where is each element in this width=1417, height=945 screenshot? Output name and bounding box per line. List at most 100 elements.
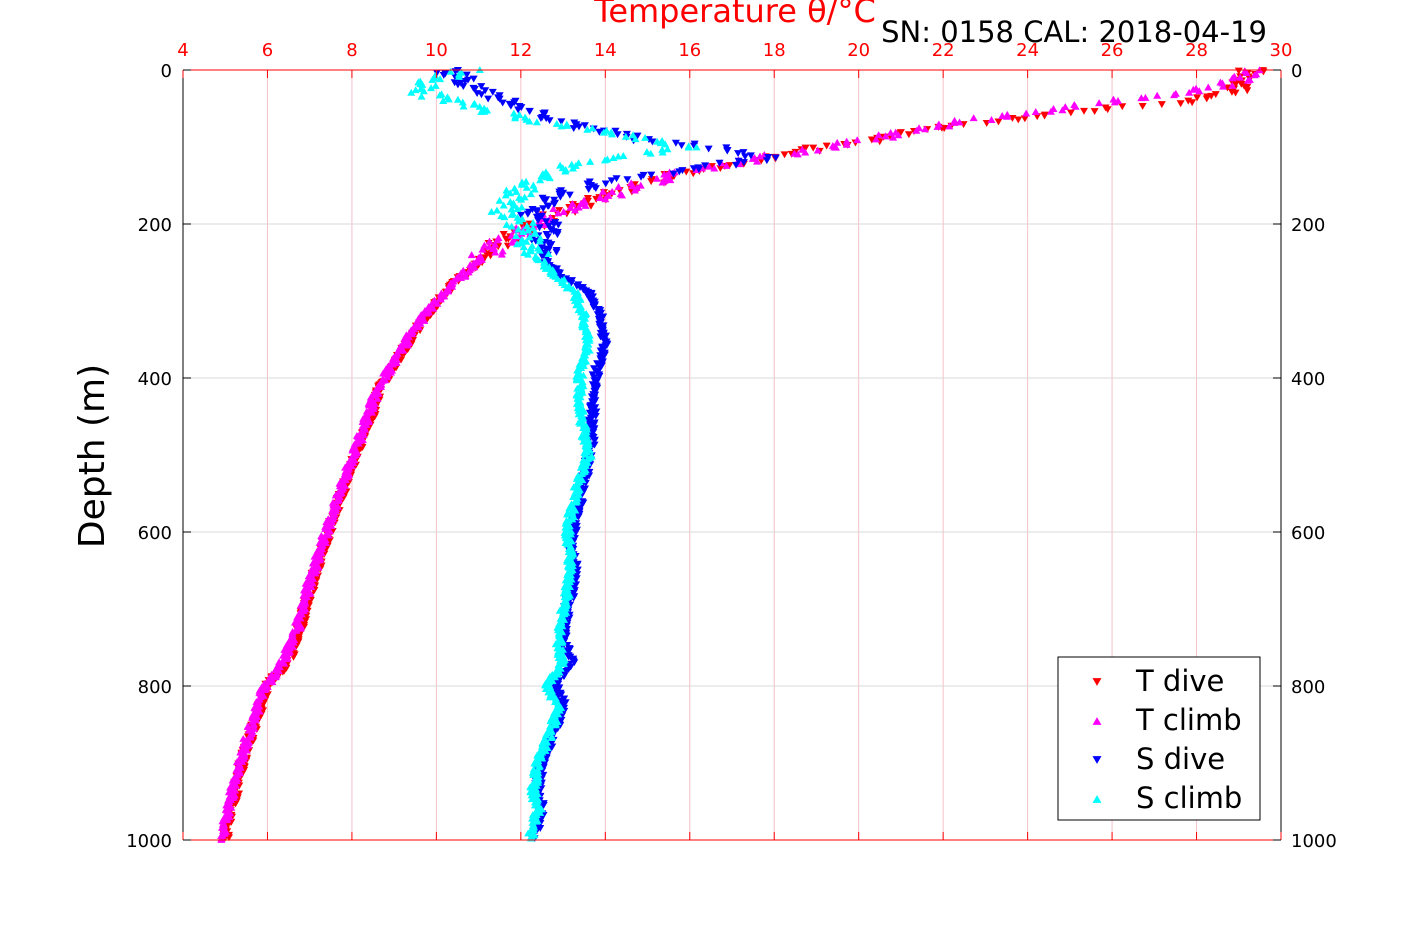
data-point [562,622,571,630]
data-point [595,128,604,136]
data-point [589,365,598,373]
data-point [307,583,316,591]
data-point [545,174,554,182]
data-point [614,183,623,190]
data-point [607,177,616,185]
data-point [536,115,545,123]
legend-label: S climb [1136,781,1242,815]
data-point [512,187,521,195]
data-point [436,295,445,303]
data-point [518,180,527,188]
data-point [444,95,453,103]
data-point [553,275,562,283]
data-point [492,206,501,214]
data-point [547,734,556,741]
data-point [495,196,504,204]
data-point [833,138,842,146]
data-point [435,91,444,99]
data-point [227,803,236,811]
y-tick-label-right: 800 [1291,677,1325,698]
data-point [559,589,568,597]
data-point [1189,85,1198,93]
data-point [422,309,431,317]
x-tick-label: 28 [1185,40,1208,61]
y-tick-label-right: 400 [1291,369,1325,390]
data-point [530,185,539,193]
data-point [1095,99,1104,107]
data-point [561,167,570,175]
data-point [478,245,487,253]
legend-label: S dive [1136,742,1225,776]
data-point [663,145,672,153]
data-point [542,218,551,226]
data-point [467,251,476,259]
data-point [1090,108,1099,116]
data-point [1176,100,1185,108]
data-point [507,222,516,230]
data-point [613,131,622,139]
data-point [894,131,903,139]
data-point [716,165,725,173]
chart-title: Temperature θ/°C [593,0,876,30]
x-tick-label: 6 [262,40,273,61]
x-tick-label: 26 [1101,40,1124,61]
data-point [809,144,818,152]
data-point [525,233,534,241]
data-point [540,198,549,205]
x-tick-label: 20 [847,40,870,61]
data-point [543,738,552,746]
data-point [546,717,555,725]
data-point [945,122,954,130]
data-point [987,116,996,123]
data-point [1250,71,1259,79]
data-point [461,272,470,280]
data-point [527,795,536,803]
data-point [1195,87,1204,95]
data-point [534,256,543,264]
data-point [318,545,327,553]
series-layer [217,66,1268,843]
data-point [469,100,478,108]
data-point [630,186,639,194]
data-point [458,98,467,106]
data-point [581,461,590,469]
data-point [506,189,515,197]
data-point [636,181,645,189]
legend-label: T dive [1135,664,1224,698]
data-point [955,118,964,126]
data-point [1234,67,1243,75]
data-point [535,246,544,254]
data-point [514,106,523,114]
data-point [748,154,757,162]
y-tick-label-right: 1000 [1291,831,1337,852]
data-point [669,170,678,178]
data-point [497,250,506,258]
data-point [704,145,713,153]
data-point [500,213,509,221]
data-point [453,95,462,103]
data-point [439,72,448,79]
data-point [701,162,710,170]
data-point [1231,80,1240,88]
data-point [477,91,486,99]
data-point [741,153,750,161]
data-point [296,624,305,632]
data-point [950,118,959,126]
data-point [1231,89,1240,97]
y-tick-label-left: 600 [138,523,172,544]
data-point [544,250,553,258]
data-point [470,86,479,93]
data-point [771,154,780,162]
data-point [1228,74,1237,82]
y-tick-label-left: 800 [138,677,172,698]
data-point [541,264,550,272]
data-point [1153,91,1162,99]
data-point [658,178,667,186]
data-point [675,168,684,176]
data-point [589,303,598,311]
x-tick-label: 30 [1270,40,1293,61]
data-point [756,152,765,160]
x-tick-label: 16 [678,40,701,61]
